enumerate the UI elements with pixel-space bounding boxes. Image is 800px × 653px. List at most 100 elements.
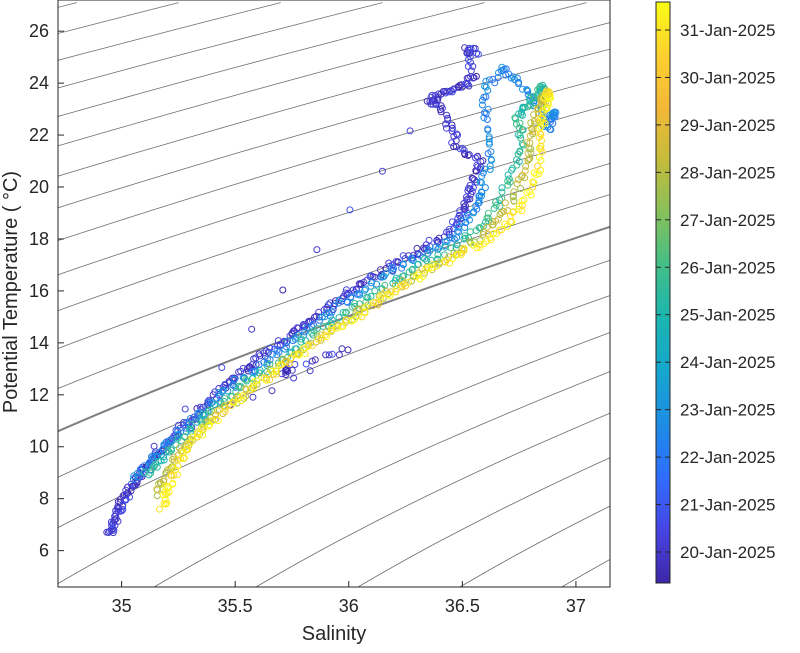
data-point — [326, 312, 334, 320]
data-point — [510, 188, 518, 196]
data-point — [347, 293, 355, 301]
data-point — [375, 299, 383, 307]
y-tick-label: 14 — [29, 333, 49, 353]
data-point — [478, 188, 485, 196]
data-point — [389, 267, 397, 275]
data-point — [473, 178, 481, 186]
data-point — [446, 234, 453, 242]
data-point — [435, 244, 443, 252]
data-point — [516, 119, 524, 127]
data-point — [244, 367, 252, 375]
data-point — [475, 199, 483, 207]
data-point — [483, 116, 491, 123]
data-point — [177, 455, 185, 462]
data-point — [409, 257, 417, 264]
data-point — [487, 148, 495, 156]
y-tick-label: 12 — [29, 385, 49, 405]
data-point — [220, 398, 228, 405]
colorbar-tick-label: 30-Jan-2025 — [680, 68, 775, 87]
data-point — [437, 106, 444, 114]
colorbar-tick-label: 29-Jan-2025 — [680, 116, 775, 135]
data-point — [107, 527, 115, 535]
data-point — [465, 50, 473, 57]
data-point — [315, 308, 323, 316]
data-point — [526, 101, 533, 109]
data-point — [548, 110, 556, 118]
data-point — [184, 440, 192, 448]
density-contour — [255, 412, 610, 587]
scatter-points — [103, 44, 560, 537]
data-point — [255, 350, 263, 358]
data-point — [252, 354, 260, 362]
data-point — [335, 299, 343, 307]
data-point — [335, 296, 343, 304]
data-point — [328, 308, 336, 316]
data-point — [482, 110, 490, 118]
data-point — [517, 185, 525, 192]
data-point — [156, 448, 164, 456]
data-point — [279, 286, 287, 294]
data-point — [272, 367, 280, 375]
data-point — [460, 235, 468, 243]
data-point — [251, 367, 259, 375]
data-point — [291, 361, 299, 368]
density-contour — [58, 2, 383, 89]
data-point — [398, 264, 406, 272]
data-point — [298, 335, 305, 343]
y-tick-label: 8 — [39, 489, 49, 509]
data-point — [513, 180, 521, 188]
data-point — [531, 120, 539, 128]
data-point — [278, 361, 286, 369]
data-point — [148, 453, 155, 461]
data-point — [489, 230, 497, 238]
data-point — [527, 102, 535, 109]
data-point — [414, 260, 422, 268]
data-point — [502, 71, 510, 79]
colorbar-tick-label: 24-Jan-2025 — [680, 353, 775, 372]
data-point — [503, 222, 511, 230]
data-point — [268, 387, 276, 395]
data-point — [423, 97, 431, 105]
data-point — [501, 220, 509, 228]
data-point — [262, 374, 270, 382]
data-point — [275, 348, 283, 356]
data-point — [425, 264, 433, 272]
data-point — [458, 217, 466, 225]
data-point — [269, 350, 277, 358]
density-contour — [58, 48, 610, 209]
data-point — [461, 234, 469, 242]
data-point — [194, 430, 202, 438]
data-point — [308, 342, 316, 350]
data-point — [484, 209, 492, 217]
data-point — [150, 442, 158, 450]
data-point — [537, 118, 545, 126]
data-point — [399, 252, 407, 260]
data-point — [529, 92, 537, 100]
data-point — [372, 298, 380, 306]
data-point — [356, 300, 363, 308]
data-point — [281, 345, 289, 353]
data-point — [510, 197, 518, 205]
data-point — [485, 133, 493, 141]
data-point — [149, 452, 157, 460]
data-point — [479, 169, 487, 177]
data-point — [295, 351, 303, 359]
data-point — [234, 392, 242, 400]
data-point — [530, 179, 538, 187]
data-point — [162, 500, 170, 508]
data-point — [399, 260, 407, 268]
x-tick-label: 36 — [339, 596, 359, 616]
data-point — [134, 473, 142, 481]
density-contour — [58, 133, 610, 312]
data-point — [534, 162, 542, 170]
data-point — [168, 437, 176, 445]
data-point — [501, 199, 509, 207]
data-point — [444, 116, 452, 124]
data-point — [476, 240, 484, 248]
data-point — [160, 441, 168, 449]
x-axis-label: Salinity — [302, 623, 366, 645]
x-axis: 35 35.5 36 36.5 37 — [112, 581, 586, 616]
data-point — [313, 246, 321, 254]
data-point — [439, 88, 447, 95]
